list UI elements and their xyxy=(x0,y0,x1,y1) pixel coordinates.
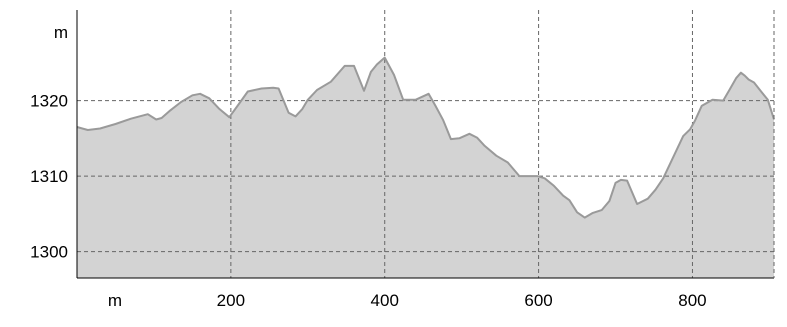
grid-layer xyxy=(77,10,774,278)
y-tick-label: 1300 xyxy=(30,243,68,262)
elevation-area xyxy=(77,57,774,278)
elevation-line-layer xyxy=(76,56,775,219)
tick-label-layer: m m 1300 1310 1320 200 400 600 800 xyxy=(30,23,706,310)
elevation-line xyxy=(76,56,775,219)
x-tick-label: 600 xyxy=(524,291,552,310)
x-tick-label: 800 xyxy=(678,291,706,310)
axis-layer xyxy=(76,10,775,279)
x-axis-unit-label: m xyxy=(108,291,122,310)
y-tick-label: 1310 xyxy=(30,167,68,186)
elevation-area-layer xyxy=(77,57,774,278)
x-tick-label: 200 xyxy=(217,291,245,310)
x-tick-label: 400 xyxy=(371,291,399,310)
y-axis-unit-label: m xyxy=(54,23,68,42)
y-tick-label: 1320 xyxy=(30,92,68,111)
